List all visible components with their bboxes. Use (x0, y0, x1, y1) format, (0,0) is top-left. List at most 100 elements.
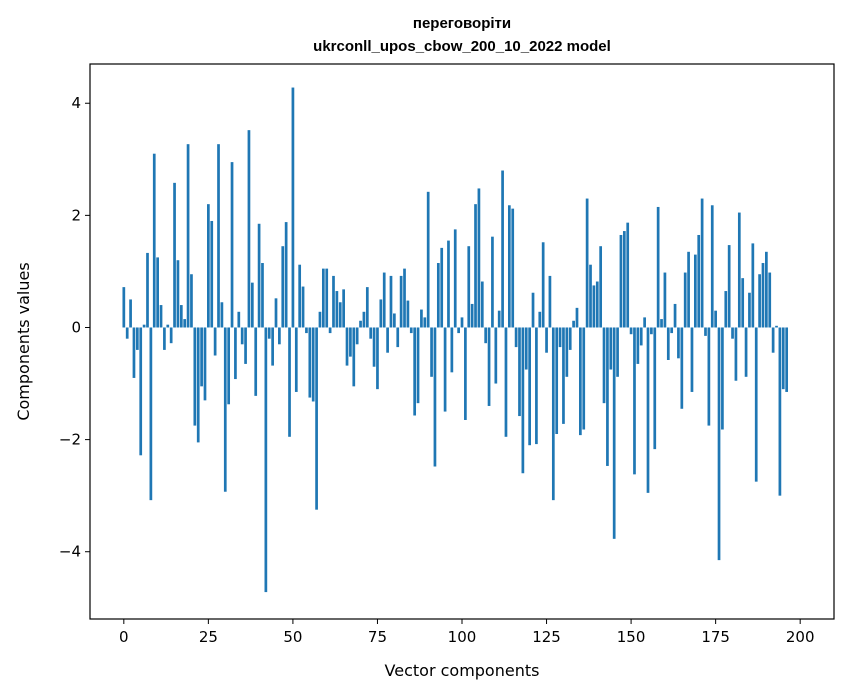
bar-13 (166, 324, 170, 328)
bar-152 (636, 327, 640, 364)
bar-124 (541, 242, 545, 328)
bar-48 (284, 222, 288, 328)
bar-104 (474, 204, 477, 328)
bar-178 (724, 291, 728, 328)
bar-0 (122, 287, 126, 328)
bar-21 (193, 327, 197, 426)
bar-17 (179, 305, 183, 328)
bar-176 (717, 327, 721, 561)
x-tick-label: 150 (617, 628, 646, 646)
bar-135 (579, 327, 582, 436)
bar-146 (616, 327, 619, 377)
bar-162 (670, 327, 674, 334)
bar-184 (744, 327, 748, 377)
bar-125 (545, 327, 548, 353)
bar-163 (673, 303, 677, 328)
bar-82 (399, 275, 403, 328)
bar-193 (775, 325, 778, 328)
bar-73 (369, 327, 373, 339)
bar-156 (650, 327, 653, 335)
bar-20 (190, 274, 193, 328)
bar-175 (714, 310, 717, 328)
bar-60 (325, 268, 329, 328)
bar-145 (612, 327, 616, 539)
bar-86 (413, 327, 417, 416)
bar-182 (737, 212, 741, 328)
bar-8 (149, 327, 153, 501)
bar-37 (247, 130, 251, 328)
bar-138 (589, 264, 592, 328)
bar-190 (765, 251, 768, 328)
bar-143 (606, 327, 609, 466)
bar-160 (663, 272, 667, 328)
bar-80 (393, 313, 396, 328)
bar-142 (602, 327, 606, 404)
bar-117 (518, 327, 521, 417)
bar-195 (781, 327, 785, 390)
bar-132 (568, 327, 572, 350)
bar-174 (710, 205, 714, 328)
bar-93 (436, 263, 440, 328)
bar-2 (129, 299, 132, 328)
bar-122 (535, 327, 538, 445)
bar-90 (426, 191, 430, 328)
bar-107 (484, 327, 488, 344)
bar-40 (257, 223, 261, 328)
bar-57 (315, 327, 318, 510)
bar-3 (132, 327, 136, 378)
bar-54 (305, 327, 308, 334)
bar-52 (298, 264, 302, 328)
bar-84 (406, 300, 410, 328)
bar-83 (403, 268, 406, 328)
bar-44 (271, 327, 274, 366)
bar-186 (751, 243, 755, 328)
bar-51 (294, 327, 298, 392)
bar-120 (528, 327, 531, 446)
bar-150 (629, 327, 633, 335)
bar-167 (687, 251, 690, 328)
bar-89 (423, 317, 427, 328)
bar-109 (491, 236, 494, 328)
bar-191 (768, 272, 772, 328)
bar-133 (572, 320, 575, 328)
bar-105 (477, 188, 481, 328)
plot-frame (89, 63, 835, 620)
bar-87 (416, 327, 420, 404)
bar-62 (332, 275, 335, 328)
bar-34 (237, 311, 241, 328)
bar-30 (223, 327, 227, 492)
bar-99 (457, 327, 460, 334)
bar-12 (163, 327, 166, 350)
y-axis-label: Components values (14, 262, 33, 420)
bar-196 (785, 327, 789, 392)
bar-38 (250, 282, 254, 328)
bar-129 (558, 327, 562, 348)
bar-16 (176, 260, 180, 328)
bar-113 (504, 327, 508, 437)
bar-35 (240, 327, 244, 345)
bar-4 (135, 327, 139, 350)
bar-26 (210, 220, 214, 328)
bar-79 (389, 275, 393, 328)
bar-183 (741, 278, 745, 328)
bar-158 (656, 206, 660, 328)
bar-110 (494, 327, 498, 384)
bar-128 (555, 327, 559, 434)
bar-59 (321, 268, 325, 328)
bar-141 (599, 246, 603, 328)
x-ticks: 0 25 50 75 100 125 150 175 200 (119, 619, 815, 646)
bar-5 (139, 327, 143, 456)
bar-119 (524, 327, 528, 370)
bar-121 (531, 292, 535, 328)
x-tick-label: 75 (368, 628, 387, 646)
bar-91 (430, 327, 433, 377)
bar-77 (382, 272, 386, 328)
bar-164 (677, 327, 680, 359)
x-tick-label: 50 (283, 628, 302, 646)
bar-154 (643, 317, 646, 328)
bar-96 (447, 240, 450, 328)
bar-6 (142, 324, 146, 328)
bar-127 (551, 327, 555, 501)
bar-78 (386, 327, 389, 353)
